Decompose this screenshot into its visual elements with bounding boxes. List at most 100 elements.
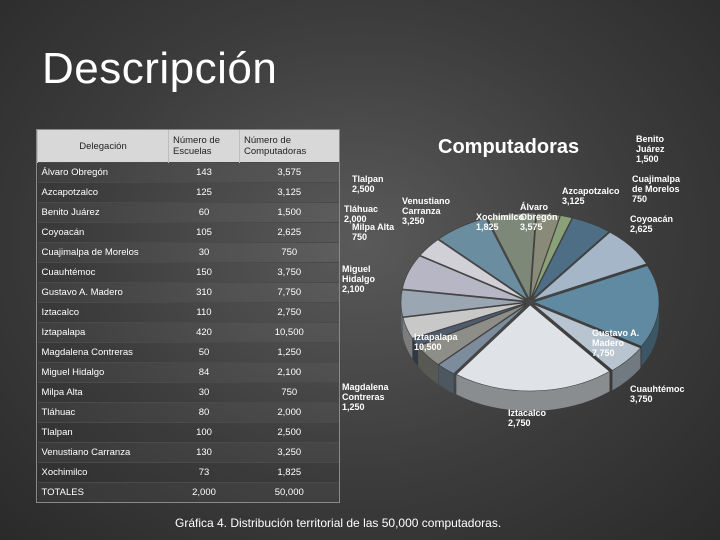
chart-caption: Gráfica 4. Distribución territorial de l… <box>175 516 502 530</box>
pie-label-line: Benito <box>636 134 665 144</box>
pie-slice-12 <box>402 255 527 302</box>
computadoras-cell: 10,500 <box>239 322 339 343</box>
pie-label-line: 2,500 <box>352 184 375 194</box>
pie-label-line: Iztacalco <box>508 408 547 418</box>
pie-label-11: Tlalpan 2,500 <box>352 174 384 194</box>
pie-label-line: 750 <box>632 194 647 204</box>
pie-slice-2 <box>531 217 610 300</box>
pie-slices <box>400 212 660 392</box>
table-row: Tláhuac 80 2,000 <box>37 402 339 423</box>
computadoras-cell: 3,750 <box>239 262 339 283</box>
delegacion-cell: Gustavo A. Madero <box>37 282 169 303</box>
pie-label-line: Venustiano <box>402 196 451 206</box>
table-body: Álvaro Obregón 143 3,575 Azcapotzalco 125 3,1… <box>37 162 339 502</box>
pie-label-9: Milpa Alta 750 <box>352 222 395 242</box>
pie-depth-5 <box>612 347 641 391</box>
computadoras-cell: 3,250 <box>239 442 339 463</box>
table-row: Iztacalco 110 2,750 <box>37 302 339 323</box>
delegacion-cell: Azcapotzalco <box>37 182 169 203</box>
escuelas-cell: 30 <box>168 242 240 263</box>
pie-label-line: 3,750 <box>630 394 653 404</box>
escuelas-cell: 130 <box>168 442 240 463</box>
pie-slice-5 <box>532 303 641 371</box>
pie-label-line: Milpa Alta <box>352 222 395 232</box>
pie-label-1: Cuajimalpa de Morelos 750 <box>632 174 681 204</box>
delegacion-cell: Cuauhtémoc <box>37 262 169 283</box>
pie-label-line: 1,500 <box>636 154 659 164</box>
pie-label-line: 2,625 <box>630 224 653 234</box>
pie-slice-1 <box>530 215 573 300</box>
pie-label-3: Cuauhtémoc 3,750 <box>630 384 685 404</box>
pie-label-0: Benito Juárez 1,500 <box>636 134 665 164</box>
pie-slice-9 <box>412 303 527 347</box>
pie-slice-6 <box>455 304 611 392</box>
pie-label-6: Iztapalapa 10,500 <box>414 332 459 352</box>
pie-label-line: Gustavo A. <box>592 328 639 338</box>
pie-depth-7 <box>438 364 454 394</box>
escuelas-cell: 60 <box>168 202 240 223</box>
pie-label-4: Gustavo A. Madero 7,750 <box>592 328 639 358</box>
escuelas-cell: 2,000 <box>168 482 240 502</box>
delegacion-cell: Tláhuac <box>37 402 169 423</box>
delegacion-cell: Magdalena Contreras <box>37 342 169 363</box>
table-row: Benito Juárez 60 1,500 <box>37 202 339 223</box>
table-row: Milpa Alta 30 750 <box>37 382 339 403</box>
pie-slice-11 <box>400 289 527 318</box>
escuelas-cell: 125 <box>168 182 240 203</box>
pie-label-line: 10,500 <box>414 342 442 352</box>
pie-label-10: Tláhuac 2,000 <box>344 204 378 224</box>
escuelas-cell: 80 <box>168 402 240 423</box>
table-row: Venustiano Carranza 130 3,250 <box>37 442 339 463</box>
pie-label-line: Hidalgo <box>342 274 376 284</box>
delegacion-cell: Milpa Alta <box>37 382 169 403</box>
pie-label-line: Carranza <box>402 206 442 216</box>
pie-slice-4 <box>533 265 660 347</box>
delegacion-cell: Benito Juárez <box>37 202 169 223</box>
header-escuelas: Número de Escuelas <box>168 130 240 163</box>
data-table: Delegación Número de Escuelas Número de … <box>36 129 340 503</box>
delegacion-cell: Venustiano Carranza <box>37 442 169 463</box>
computadoras-cell: 1,500 <box>239 202 339 223</box>
escuelas-cell: 150 <box>168 262 240 283</box>
pie-label-line: Miguel <box>342 264 371 274</box>
pie-label-line: 1,825 <box>476 222 499 232</box>
header-delegacion: Delegación <box>37 130 169 163</box>
pie-label-15: Azcapotzalco 3,125 <box>562 186 620 206</box>
computadoras-cell: 50,000 <box>239 482 339 502</box>
pie-label-line: Juárez <box>636 144 665 154</box>
table-row: Tlalpan 100 2,500 <box>37 422 339 443</box>
table-header-row: Delegación Número de Escuelas Número de … <box>37 130 339 163</box>
computadoras-cell: 1,825 <box>239 462 339 483</box>
pie-label-line: 1,250 <box>342 402 365 412</box>
table-totals-row: TOTALES 2,000 50,000 <box>37 482 339 502</box>
pie-label-line: Magdalena <box>342 382 390 392</box>
pie-slice-0 <box>530 212 561 300</box>
pie-label-line: 2,000 <box>344 214 367 224</box>
delegacion-cell: Iztacalco <box>37 302 169 323</box>
pie-label-13: Xochimilco 1,825 <box>476 212 525 232</box>
computadoras-cell: 2,500 <box>239 422 339 443</box>
pie-label-14: Álvaro Obregón 3,575 <box>520 202 558 232</box>
delegacion-cell: Cuajimalpa de Morelos <box>37 242 169 263</box>
pie-label-line: Tláhuac <box>344 204 378 214</box>
escuelas-cell: 110 <box>168 302 240 323</box>
computadoras-cell: 750 <box>239 382 339 403</box>
pie-label-line: 750 <box>352 232 367 242</box>
pie-label-line: Iztapalapa <box>414 332 459 342</box>
pie-label-line: Obregón <box>520 212 558 222</box>
delegacion-cell: TOTALES <box>37 482 169 502</box>
table-row: Iztapalapa 420 10,500 <box>37 322 339 343</box>
pie-label-line: 2,100 <box>342 284 365 294</box>
pie-label-12: Venustiano Carranza 3,250 <box>402 196 451 226</box>
pie-label-line: Xochimilco <box>476 212 525 222</box>
pie-label-line: Coyoacán <box>630 214 673 224</box>
computadoras-cell: 3,575 <box>239 162 339 183</box>
pie-label-line: 3,250 <box>402 216 425 226</box>
pie-depth-9 <box>412 338 418 366</box>
table-row: Álvaro Obregón 143 3,575 <box>37 162 339 183</box>
pie-label-line: Cuajimalpa <box>632 174 681 184</box>
pie-label-line: Cuauhtémoc <box>630 384 685 394</box>
computadoras-cell: 2,750 <box>239 302 339 323</box>
delegacion-cell: Álvaro Obregón <box>37 162 169 183</box>
table-row: Miguel Hidalgo 84 2,100 <box>37 362 339 383</box>
